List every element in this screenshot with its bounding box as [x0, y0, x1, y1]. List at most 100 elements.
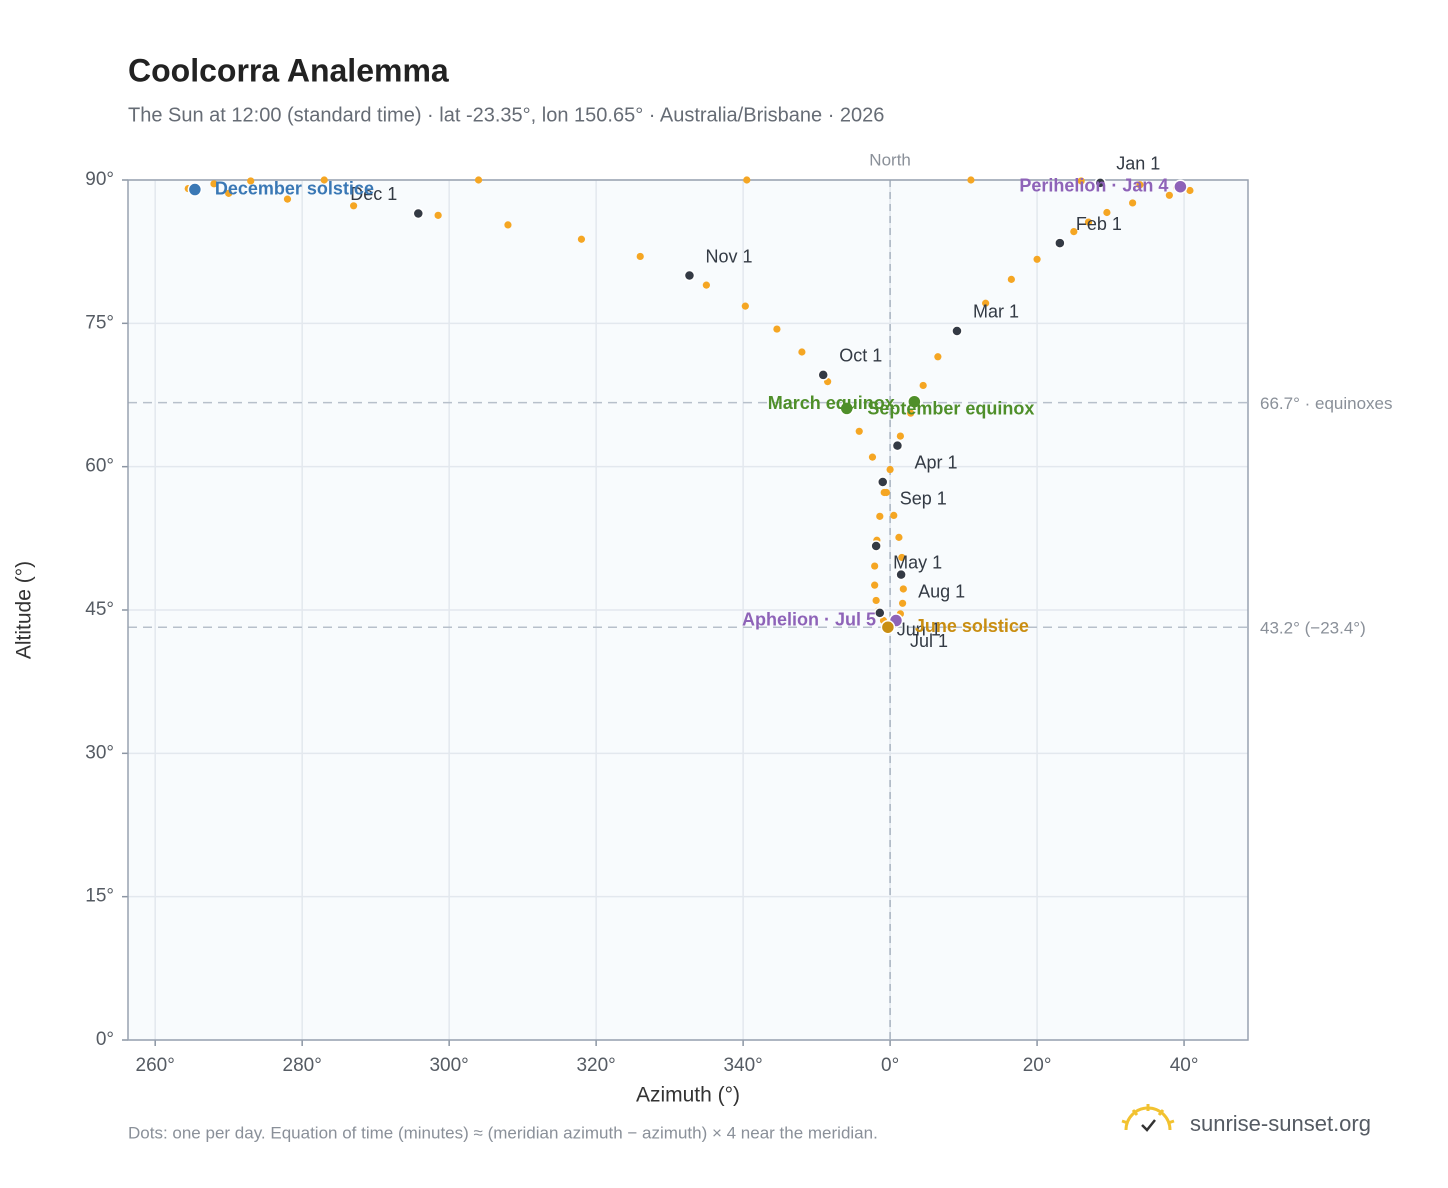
- day-dot: [434, 211, 442, 219]
- logo-ray: [1167, 1119, 1175, 1125]
- day-dot: [1136, 181, 1144, 189]
- month-marker: [412, 207, 425, 220]
- y-tick-label: 0°: [96, 1029, 114, 1050]
- month-label: Dec 1: [350, 184, 397, 204]
- day-dot: [283, 195, 292, 203]
- reference-label: 66.7° · equinoxes: [1260, 394, 1393, 413]
- day-dot: [636, 252, 644, 261]
- y-tick-label: 75°: [85, 312, 114, 333]
- chart-title: Coolcorra Analemma: [128, 52, 449, 88]
- day-dot: [743, 176, 751, 184]
- day-dot: [1077, 177, 1085, 185]
- x-tick-label: 40°: [1170, 1055, 1199, 1076]
- day-dot: [871, 581, 879, 589]
- day-dot: [895, 533, 903, 541]
- day-dot: [320, 176, 328, 184]
- logo-ray: [1131, 1109, 1139, 1116]
- day-dot: [1165, 191, 1173, 199]
- reference-label: 43.2° (−23.4°): [1260, 619, 1366, 638]
- event-marker: [839, 401, 854, 416]
- day-dot: [868, 453, 877, 461]
- month-marker: [895, 568, 907, 581]
- y-tick-label: 30°: [85, 742, 114, 763]
- y-tick-label: 90°: [85, 169, 114, 190]
- month-marker: [817, 369, 829, 381]
- day-dot: [934, 353, 942, 361]
- meridian-label: North: [869, 150, 911, 169]
- day-dot: [798, 348, 806, 356]
- x-tick-label: 20°: [1023, 1055, 1052, 1076]
- day-dot: [1007, 275, 1015, 283]
- footnote: Dots: one per day. Equation of time (min…: [128, 1123, 878, 1142]
- month-label: May 1: [893, 553, 942, 573]
- y-tick-label: 15°: [85, 886, 114, 907]
- y-tick-label: 60°: [85, 456, 114, 477]
- event-marker: [880, 619, 896, 635]
- month-marker: [1054, 237, 1066, 249]
- day-dot: [871, 562, 879, 570]
- logo-ray: [1121, 1119, 1129, 1125]
- day-dot: [773, 325, 781, 333]
- brand-name: sunrise-sunset.org: [1190, 1111, 1371, 1136]
- day-dot: [872, 596, 880, 605]
- month-marker: [1094, 177, 1107, 189]
- day-dot: [474, 176, 483, 184]
- day-dot: [886, 465, 894, 474]
- day-dot: [896, 432, 904, 440]
- y-axis-label: Altitude (°): [13, 561, 36, 659]
- day-dot: [1103, 208, 1111, 217]
- month-label: Sep 1: [900, 489, 947, 509]
- event-label: March equinox: [768, 393, 895, 413]
- month-label: Jan 1: [1116, 154, 1160, 174]
- day-dot: [1033, 255, 1041, 263]
- x-axis-label: Azimuth (°): [636, 1084, 740, 1107]
- event-label: June solstice: [915, 616, 1029, 636]
- day-dot: [577, 235, 586, 243]
- day-dot: [210, 180, 218, 188]
- day-dot: [1070, 228, 1078, 236]
- logo-check: [1141, 1119, 1156, 1132]
- month-label: Jun 1: [897, 620, 941, 640]
- day-dot: [882, 488, 891, 497]
- event-label: December solstice: [215, 178, 374, 198]
- event-marker: [907, 394, 922, 409]
- day-dot: [890, 511, 898, 519]
- plot-frame: [127, 179, 1249, 1041]
- day-dot: [247, 177, 255, 185]
- day-dot: [876, 512, 884, 520]
- day-dot: [741, 302, 749, 310]
- event-marker: [1173, 179, 1188, 194]
- day-dot: [1186, 186, 1194, 195]
- day-dot: [967, 176, 975, 184]
- event-label: Aphelion · Jul 5: [742, 609, 876, 629]
- y-tick-label: 45°: [85, 599, 114, 620]
- month-label: Aug 1: [918, 581, 965, 601]
- month-label: Nov 1: [705, 246, 752, 266]
- day-dot: [907, 409, 915, 417]
- month-marker: [683, 269, 696, 282]
- month-marker: [870, 540, 882, 552]
- month-marker: [891, 439, 904, 452]
- month-label: Apr 1: [914, 452, 957, 472]
- day-dot: [225, 189, 233, 197]
- event-label: Perihelion · Jan 4: [1019, 175, 1168, 195]
- chart-subtitle: The Sun at 12:00 (standard time) · lat -…: [128, 104, 884, 126]
- x-tick-label: 280°: [283, 1055, 322, 1076]
- event-label: September equinox: [867, 398, 1034, 418]
- month-marker: [877, 476, 889, 488]
- brand-logo: [1121, 1104, 1175, 1132]
- day-dot: [350, 202, 358, 210]
- month-label: Jul 1: [910, 631, 948, 651]
- day-dot: [898, 599, 907, 607]
- day-dot: [982, 299, 990, 307]
- x-tick-label: 0°: [881, 1055, 899, 1076]
- day-dot: [504, 221, 512, 229]
- month-label: Mar 1: [973, 302, 1019, 322]
- logo-ray: [1157, 1109, 1165, 1116]
- day-dot: [702, 281, 710, 289]
- month-marker: [951, 325, 963, 337]
- x-tick-label: 260°: [136, 1055, 175, 1076]
- x-tick-label: 340°: [723, 1055, 762, 1076]
